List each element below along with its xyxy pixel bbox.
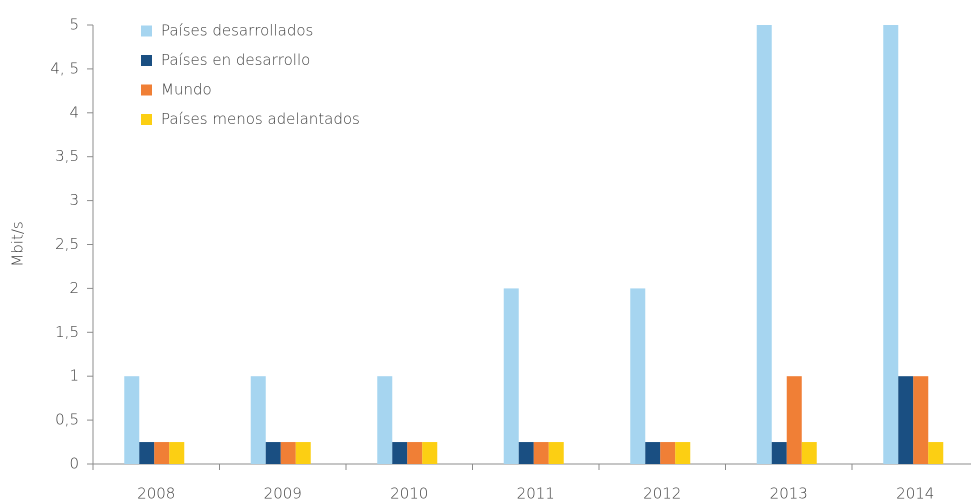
bar: [422, 442, 438, 464]
bar: [518, 442, 534, 464]
bar: [169, 442, 185, 464]
y-tick-label: 3: [69, 191, 79, 209]
bar: [280, 442, 296, 464]
legend-swatch: [141, 55, 152, 66]
y-tick-label: 3,5: [55, 147, 79, 165]
x-tick-label: 2012: [643, 485, 681, 503]
bar: [295, 442, 311, 464]
bar: [503, 288, 519, 464]
x-tick-label: 2008: [137, 485, 175, 503]
bar: [771, 442, 787, 464]
y-tick-label: 4, 5: [50, 59, 79, 77]
legend-label: Países en desarrollo: [161, 51, 310, 69]
bar: [801, 442, 817, 464]
bar: [883, 25, 899, 464]
y-tick-label: 0,5: [55, 411, 79, 429]
bar: [645, 442, 661, 464]
y-tick-label: 5: [69, 16, 79, 34]
bar: [407, 442, 423, 464]
bar: [660, 442, 676, 464]
bar: [913, 376, 929, 464]
bar: [250, 376, 266, 464]
legend-swatch: [141, 114, 152, 125]
bar: [630, 288, 646, 464]
y-tick-label: 4: [69, 103, 79, 121]
x-tick-label: 2013: [770, 485, 808, 503]
legend-swatch: [141, 84, 152, 96]
x-tick-label: 2009: [264, 485, 302, 503]
legend-label: Países desarrollados: [161, 22, 313, 40]
bar: [928, 442, 944, 464]
legend-swatch: [141, 25, 152, 37]
y-tick-label: 1: [69, 367, 79, 385]
bar: [154, 442, 170, 464]
bar: [898, 376, 914, 464]
y-axis-label: Mbit/s: [9, 221, 27, 266]
bar: [533, 442, 549, 464]
bar: [139, 442, 155, 464]
bar: [786, 376, 802, 464]
bar: [124, 376, 140, 464]
bar: [377, 376, 393, 464]
legend-label: Mundo: [161, 81, 212, 99]
bar: [756, 25, 772, 464]
bar: [548, 442, 564, 464]
y-tick-label: 2,5: [55, 235, 79, 253]
x-tick-label: 2010: [390, 485, 428, 503]
y-tick-label: 2: [69, 279, 79, 297]
x-tick-label: 2014: [896, 485, 934, 503]
bar: [675, 442, 691, 464]
legend-label: Países menos adelantados: [161, 110, 360, 128]
x-tick-label: 2011: [517, 485, 555, 503]
bar: [392, 442, 408, 464]
y-tick-label: 0: [69, 455, 79, 473]
y-tick-label: 1,5: [55, 323, 79, 341]
bar: [265, 442, 281, 464]
